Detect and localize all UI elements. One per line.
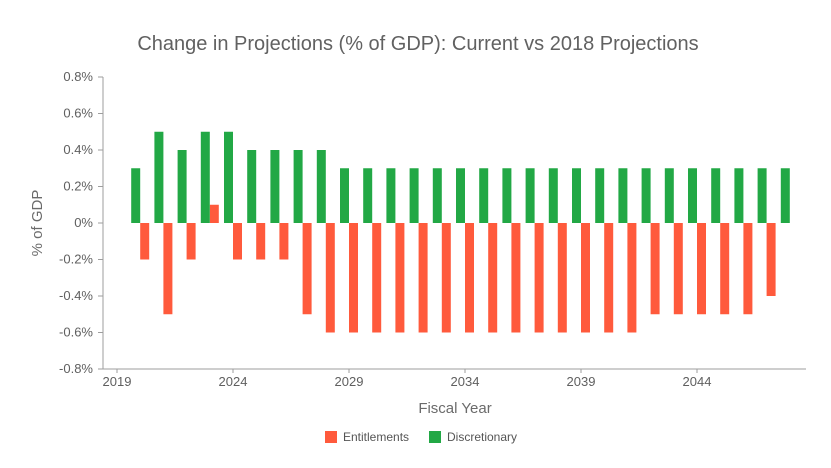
legend-swatch-entitlements <box>325 431 337 443</box>
bar-discretionary-2046 <box>734 168 744 223</box>
bar-discretionary-2034 <box>456 168 465 223</box>
bar-discretionary-2022 <box>177 150 187 223</box>
bar-entitlements-2039 <box>581 223 590 333</box>
y-axis-label: % of GDP <box>29 190 46 257</box>
bar-discretionary-2038 <box>548 168 558 223</box>
legend-swatch-discretionary <box>429 431 441 443</box>
bar-entitlements-2033 <box>441 223 451 333</box>
bar-discretionary-2045 <box>711 168 721 223</box>
bars <box>131 131 790 333</box>
bar-discretionary-2036 <box>502 168 512 223</box>
bar-discretionary-2039 <box>572 168 581 223</box>
bar-discretionary-2025 <box>247 150 257 223</box>
bar-discretionary-2029 <box>340 168 349 223</box>
y-tick-label: -0.2% <box>59 252 93 267</box>
bar-discretionary-2044 <box>688 168 697 223</box>
bar-discretionary-2028 <box>316 150 326 223</box>
bar-discretionary-2021 <box>154 131 164 223</box>
bar-entitlements-2020 <box>140 223 150 260</box>
bar-entitlements-2028 <box>325 223 335 333</box>
bar-discretionary-2032 <box>409 168 419 223</box>
y-axis: 0.8% 0.6% 0.4% 0.2% 0% -0.2% -0.4% -0.6% -0.8% <box>59 69 103 376</box>
bar-discretionary-2023 <box>200 131 210 223</box>
bar-entitlements-2035 <box>488 223 498 333</box>
bar-discretionary-2043 <box>664 168 674 223</box>
bar-entitlements-2025 <box>256 223 266 260</box>
bar-entitlements-2023 <box>209 204 219 223</box>
y-tick-label: 0.4% <box>63 142 93 157</box>
bar-entitlements-2044 <box>697 223 706 315</box>
x-axis: 2019 2024 2029 2034 2039 2044 <box>103 369 712 389</box>
bar-discretionary-2047 <box>757 168 767 223</box>
bar-entitlements-2026 <box>279 223 289 260</box>
x-tick-label: 2034 <box>451 374 480 389</box>
bar-discretionary-2031 <box>386 168 396 223</box>
bar-entitlements-2047 <box>766 223 776 296</box>
legend-label-discretionary: Discretionary <box>447 430 517 444</box>
chart-title: Change in Projections (% of GDP): Curren… <box>137 33 698 55</box>
bar-discretionary-2026 <box>270 150 280 223</box>
bar-entitlements-2029 <box>349 223 358 333</box>
bar-entitlements-2024 <box>233 223 242 260</box>
bar-entitlements-2036 <box>511 223 521 333</box>
x-tick-label: 2039 <box>567 374 596 389</box>
bar-entitlements-2022 <box>186 223 196 260</box>
y-tick-label: -0.4% <box>59 288 93 303</box>
x-tick-label: 2044 <box>683 374 712 389</box>
x-tick-label: 2019 <box>103 374 132 389</box>
bar-discretionary-2041 <box>618 168 628 223</box>
bar-discretionary-2033 <box>432 168 442 223</box>
x-tick-label: 2024 <box>219 374 248 389</box>
bar-discretionary-2042 <box>641 168 651 223</box>
bar-discretionary-2024 <box>224 131 233 223</box>
y-tick-label: 0% <box>74 215 93 230</box>
bar-entitlements-2032 <box>418 223 428 333</box>
bar-entitlements-2045 <box>720 223 730 315</box>
bar-entitlements-2037 <box>534 223 544 333</box>
x-tick-label: 2029 <box>335 374 364 389</box>
bar-entitlements-2030 <box>372 223 382 333</box>
y-tick-label: 0.6% <box>63 106 93 121</box>
legend: Entitlements Discretionary <box>325 430 517 444</box>
y-tick-label: -0.8% <box>59 361 93 376</box>
legend-label-entitlements: Entitlements <box>343 430 409 444</box>
bar-discretionary-2040 <box>595 168 605 223</box>
bar-entitlements-2041 <box>627 223 637 333</box>
bar-entitlements-2027 <box>302 223 312 315</box>
bar-entitlements-2046 <box>743 223 753 315</box>
bar-entitlements-2031 <box>395 223 405 333</box>
bar-entitlements-2038 <box>557 223 567 333</box>
bar-discretionary-2035 <box>479 168 489 223</box>
y-tick-label: -0.6% <box>59 325 93 340</box>
bar-discretionary-2048 <box>780 168 790 223</box>
bar-entitlements-2040 <box>604 223 614 333</box>
bar-discretionary-2030 <box>363 168 373 223</box>
y-tick-label: 0.2% <box>63 179 93 194</box>
bar-entitlements-2021 <box>163 223 173 315</box>
bar-discretionary-2020 <box>131 168 141 223</box>
x-axis-label: Fiscal Year <box>418 400 491 417</box>
bar-entitlements-2034 <box>465 223 474 333</box>
bar-entitlements-2043 <box>673 223 683 315</box>
bar-discretionary-2037 <box>525 168 535 223</box>
bar-entitlements-2042 <box>650 223 660 315</box>
bar-discretionary-2027 <box>293 150 303 223</box>
y-tick-label: 0.8% <box>63 69 93 84</box>
